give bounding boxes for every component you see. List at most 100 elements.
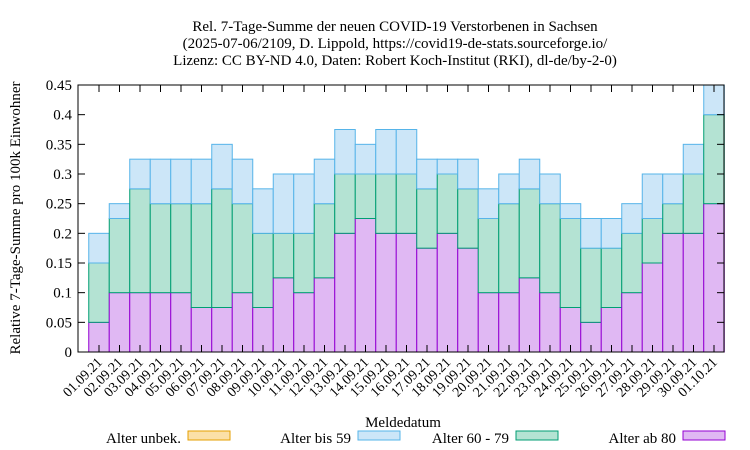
- bar-2-17: [436, 173, 459, 234]
- bar-2-21: [518, 188, 541, 279]
- bar-2-29: [682, 173, 705, 234]
- bar-1-0: [88, 232, 110, 264]
- bar-2-26: [621, 232, 643, 294]
- chart-title: Rel. 7-Tage-Summe der neuen COVID-19 Ver…: [173, 19, 617, 69]
- bar-2-24: [580, 247, 602, 323]
- bar-1-20: [498, 173, 520, 205]
- bar-2-10: [293, 232, 315, 294]
- bar-2-14: [375, 173, 397, 234]
- bar-1-1: [108, 203, 131, 219]
- bar-1-13: [354, 143, 377, 175]
- bar-2-13: [354, 173, 377, 219]
- legend-swatch-0: [187, 430, 231, 441]
- bar-2-22: [539, 203, 561, 294]
- plot-frame: [77, 84, 725, 353]
- bar-1-15: [395, 129, 418, 175]
- bar-2-19: [477, 218, 500, 294]
- chart-title-line-2: (2025-07-06/2109, D. Lippold, https://co…: [183, 36, 608, 52]
- bar-1-4: [170, 158, 192, 205]
- y-tick-label: 0.4: [53, 108, 72, 124]
- bar-2-3: [149, 203, 172, 294]
- bar-1-12: [334, 129, 356, 175]
- bar-2-8: [252, 232, 274, 308]
- bar-3-9: [272, 277, 295, 353]
- y-axis-label: Relative 7-Tage-Summe pro 100k Einwohner: [8, 81, 24, 354]
- y-tick-label: 0.25: [46, 197, 72, 213]
- bar-1-5: [190, 158, 213, 205]
- bar-1-19: [477, 188, 500, 220]
- bar-1-29: [682, 143, 705, 175]
- bar-3-7: [231, 292, 254, 353]
- bar-2-7: [231, 203, 254, 294]
- y-tick-label: 0.1: [53, 286, 72, 302]
- y-tick-label: 0.35: [46, 137, 72, 153]
- bar-2-5: [190, 203, 213, 308]
- y-tick-label: 0.3: [53, 167, 72, 183]
- bar-2-4: [170, 203, 192, 294]
- bar-2-25: [600, 247, 623, 308]
- bar-2-30: [703, 114, 725, 205]
- bar-1-8: [252, 188, 274, 234]
- legend: Alter unbek. Alter bis 59 Alter 60 - 79 Alt…: [106, 430, 726, 447]
- bar-3-20: [498, 292, 520, 353]
- bar-1-24: [580, 218, 602, 249]
- bar-1-7: [231, 158, 254, 205]
- bar-3-3: [149, 292, 172, 353]
- bar-3-13: [354, 218, 377, 353]
- bar-1-26: [621, 203, 643, 234]
- chart-title-line-3: Lizenz: CC BY-ND 4.0, Daten: Robert Koch…: [173, 53, 617, 69]
- bar-3-29: [682, 232, 705, 353]
- bar-2-20: [498, 203, 520, 294]
- bar-1-2: [129, 158, 151, 190]
- bar-1-27: [641, 173, 664, 219]
- bar-3-12: [334, 232, 356, 353]
- legend-label-0: Alter unbek.: [106, 431, 181, 447]
- bar-3-27: [641, 262, 664, 353]
- y-axis: 0 0.05 0.1 0.15 0.2 0.25 0.3 0.35 0.4 0.45: [46, 78, 724, 361]
- bar-1-3: [149, 158, 172, 205]
- legend-swatch-3: [682, 430, 726, 441]
- y-tick-label: 0.05: [46, 315, 72, 331]
- bar-2-0: [88, 262, 110, 323]
- bar-3-30: [703, 203, 725, 353]
- bar-3-21: [518, 277, 541, 353]
- y-tick-label: 0: [65, 345, 73, 361]
- bar-2-2: [129, 188, 151, 294]
- bar-1-10: [293, 173, 315, 234]
- bar-1-17: [436, 158, 459, 175]
- bar-1-23: [559, 203, 582, 219]
- legend-swatch-2: [515, 430, 559, 441]
- chart-title-line-1: Rel. 7-Tage-Summe der neuen COVID-19 Ver…: [192, 19, 598, 35]
- bar-2-12: [334, 173, 356, 234]
- bar-1-28: [662, 173, 684, 205]
- bar-2-23: [559, 218, 582, 308]
- bar-3-18: [457, 247, 479, 353]
- bar-2-28: [662, 203, 684, 234]
- bar-1-9: [272, 173, 295, 234]
- bar-3-1: [108, 292, 131, 353]
- x-axis: 01.09.2102.09.2103.09.2104.09.2105.09.21…: [61, 85, 721, 400]
- bar-2-27: [641, 218, 664, 264]
- x-axis-label: Meldedatum: [365, 415, 441, 431]
- bar-3-10: [293, 292, 315, 353]
- bar-3-4: [170, 292, 192, 353]
- bar-1-21: [518, 158, 541, 190]
- bar-3-19: [477, 292, 500, 353]
- bar-2-1: [108, 218, 131, 294]
- bar-2-18: [457, 188, 479, 249]
- bars-layer: [88, 84, 725, 353]
- bar-1-16: [416, 158, 438, 190]
- bar-2-11: [313, 203, 336, 279]
- legend-label-1: Alter bis 59: [280, 431, 351, 447]
- bar-2-6: [211, 188, 233, 308]
- bar-3-26: [621, 292, 643, 353]
- bar-3-2: [129, 292, 151, 353]
- legend-label-2: Alter 60 - 79: [432, 431, 509, 447]
- y-tick-label: 0.2: [53, 226, 72, 242]
- bar-3-14: [375, 232, 397, 353]
- y-tick-label: 0.45: [46, 78, 72, 94]
- legend-label-3: Alter ab 80: [609, 431, 676, 447]
- bar-1-11: [313, 158, 336, 205]
- bar-2-15: [395, 173, 418, 234]
